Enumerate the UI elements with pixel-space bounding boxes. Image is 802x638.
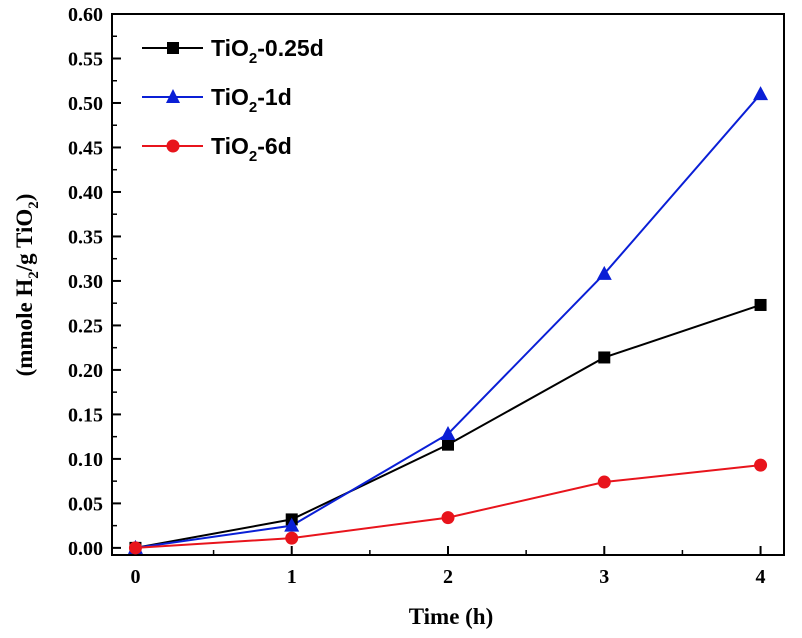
legend: TiO2-0.25d TiO2-1d TiO2-6d	[142, 35, 324, 165]
y-tick-label: 0.25	[68, 315, 103, 337]
legend-item-0.25d: TiO2-0.25d	[142, 35, 324, 67]
data-point-s025	[754, 298, 767, 311]
y-tick-label: 0.00	[68, 538, 103, 560]
y-tick-label: 0.45	[68, 137, 103, 159]
legend-label-6d: TiO2-6d	[211, 133, 292, 165]
data-point-s1	[440, 425, 456, 440]
data-point-s6	[441, 511, 455, 525]
data-point-s1	[596, 265, 612, 280]
legend-marker-triangle	[166, 89, 180, 103]
data-point-s025	[442, 438, 454, 451]
series-line-s1	[135, 93, 762, 549]
y-tick-label: 0.05	[68, 493, 103, 515]
x-tick-label: 4	[756, 566, 766, 588]
data-point-s1	[753, 86, 769, 101]
legend-label-0.25d: TiO2-0.25d	[211, 35, 324, 67]
x-tick-label: 2	[443, 566, 453, 588]
axis-ticks	[112, 13, 762, 555]
y-tick-label: 0.10	[68, 449, 103, 471]
legend-item-6d: TiO2-6d	[142, 133, 292, 165]
series-lines	[135, 93, 762, 549]
legend-item-1d: TiO2-1d	[142, 84, 292, 116]
x-tick-labels: 0 1 2 3 4	[130, 566, 765, 588]
y-tick-label: 0.60	[68, 4, 103, 26]
y-tick-label: 0.15	[68, 404, 103, 426]
legend-label-1d: TiO2-1d	[211, 84, 292, 116]
y-tick-labels: 0.00 0.05 0.10 0.15 0.20 0.25 0.30 0.35 0.40 0.45…	[68, 4, 103, 560]
legend-marker-square	[167, 42, 179, 54]
data-point-s6	[128, 541, 142, 555]
data-point-s6	[285, 531, 299, 545]
y-tick-label: 0.30	[68, 271, 103, 293]
legend-marker-circle	[166, 139, 180, 153]
y-tick-label: 0.40	[68, 182, 103, 204]
y-tick-label: 0.50	[68, 93, 103, 115]
data-point-s6	[597, 475, 611, 489]
data-point-s025	[598, 351, 611, 364]
x-tick-label: 3	[599, 566, 609, 588]
x-tick-label: 0	[130, 566, 140, 588]
y-axis-label: (mmole H2/g TiO2)	[12, 194, 42, 377]
y-tick-label: 0.20	[68, 360, 103, 382]
series-markers	[127, 86, 769, 555]
x-tick-label: 1	[287, 566, 297, 588]
data-point-s1	[284, 517, 300, 532]
y-tick-label: 0.35	[68, 226, 103, 248]
data-point-s6	[754, 458, 768, 472]
x-axis-label: Time (h)	[409, 604, 494, 629]
y-tick-label: 0.55	[68, 48, 103, 70]
